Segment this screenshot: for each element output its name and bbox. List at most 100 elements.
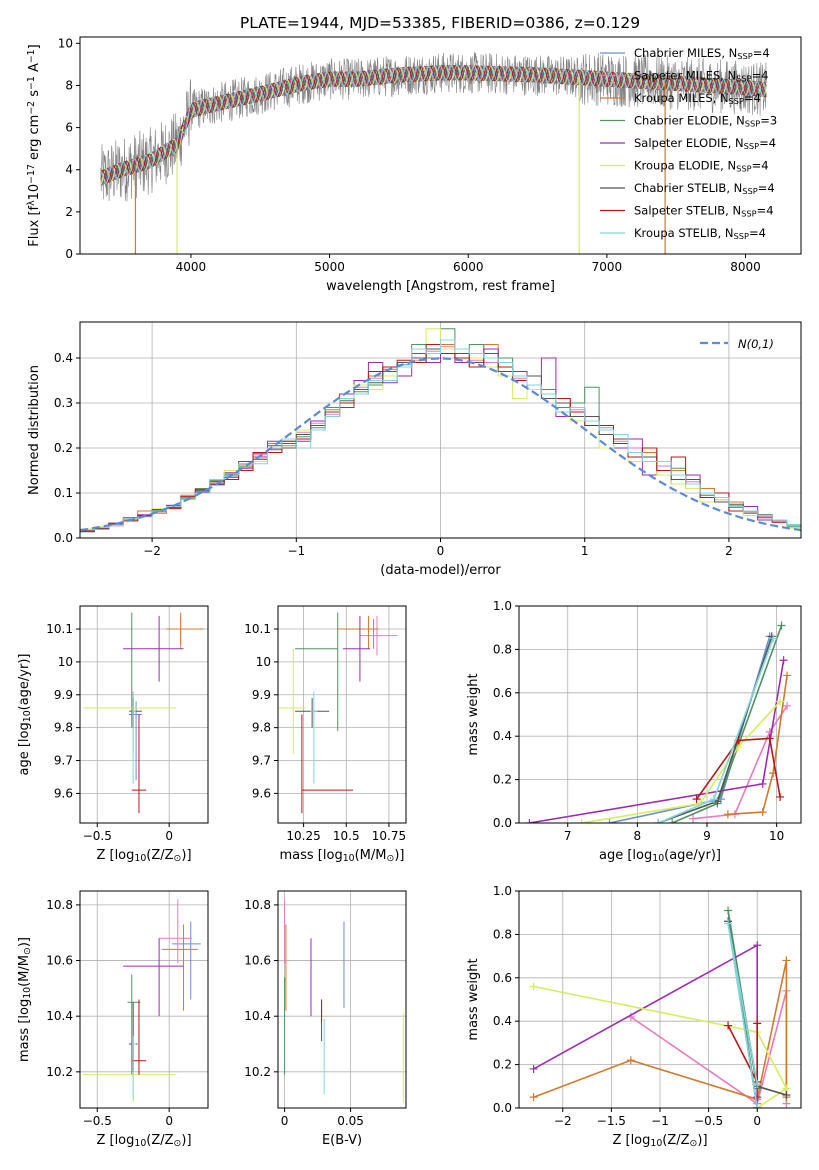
y-tick-label: 0.8 <box>493 927 512 941</box>
x-tick-label: −2 <box>143 544 161 558</box>
y-tick-label: 0.2 <box>54 441 73 455</box>
plot-area <box>525 621 792 823</box>
y-axis-label: age [log10(age/yr)] <box>17 654 33 776</box>
y-tick-label: 8 <box>65 78 73 92</box>
weight-marker-KS <box>709 795 718 804</box>
weight-marker-SM <box>689 814 698 823</box>
weight-line-KM <box>727 675 788 816</box>
legend-label-CM: Chabrier MILES, NSSP=4 <box>634 46 770 61</box>
x-tick-label: 0 <box>165 829 173 843</box>
y-axis-label: Flux [fλ10−17 erg cm−2 s−1 A−1] <box>26 44 42 246</box>
weight-marker-KS <box>753 1080 762 1089</box>
weight-marker-KM <box>758 808 767 817</box>
plot-area <box>82 612 204 814</box>
errorbar-CM <box>128 701 142 781</box>
y-tick-label: 0.0 <box>54 531 73 545</box>
plot-area <box>82 899 201 1103</box>
errorbar-KS <box>131 691 137 784</box>
x-tick-label: 1 <box>581 544 589 558</box>
weight-marker-SE <box>525 819 534 823</box>
y-tick-label: 10 <box>58 655 73 669</box>
y-tick-label: 10 <box>256 655 271 669</box>
errorbar-SS <box>301 714 354 814</box>
axes-frame <box>79 605 209 824</box>
x-axis-label: mass [log10(M/M⊙)] <box>280 848 405 864</box>
legend-label-SS: Salpeter STELIB, NSSP=4 <box>634 204 774 219</box>
y-tick-label: 10.4 <box>46 1009 73 1023</box>
x-axis-label: Z [log10(Z/Z⊙)] <box>96 848 191 864</box>
y-tick-label: 1.0 <box>493 599 512 613</box>
weight-marker-SE <box>753 941 762 950</box>
errorbar-SM <box>169 615 204 649</box>
grid <box>80 606 208 823</box>
x-tick-label: 5000 <box>314 260 345 274</box>
x-axis-label: age [log10(age/yr)] <box>599 848 721 864</box>
spectrum-legend: Chabrier MILES, NSSP=4 Salpeter MILES, NS… <box>600 46 777 241</box>
y-tick-label: 10.8 <box>46 898 73 912</box>
weight-marker-KS <box>769 634 778 643</box>
x-tick-label: 0 <box>437 544 445 558</box>
weight-line-SS <box>727 1023 758 1083</box>
weight-marker-SS <box>765 734 774 743</box>
residual-legend: N(0,1) <box>700 337 774 351</box>
grid <box>80 891 208 1108</box>
legend-label-KS: Kroupa STELIB, NSSP=4 <box>634 226 766 241</box>
weight-line-KS <box>727 923 758 1108</box>
y-tick-label: 10 <box>58 36 73 50</box>
weight-marker-SE <box>753 1093 762 1102</box>
errorbar-KM <box>166 612 204 646</box>
y-tick-label: 9.7 <box>54 754 73 768</box>
weight-marker-KS <box>753 1104 762 1108</box>
weight-line-SM <box>693 705 788 820</box>
y-tick-label: 9.8 <box>252 721 271 735</box>
weight-marker-KM <box>723 810 732 819</box>
figure-title: PLATE=1944, MJD=53385, FIBERID=0386, z=0… <box>240 14 640 32</box>
axes-frame <box>277 605 407 824</box>
legend-label-KM: Kroupa MILES, NSSP=4 <box>634 91 761 106</box>
y-tick-label: 6 <box>65 121 73 135</box>
axes-frame <box>79 36 802 255</box>
grid <box>278 891 406 1108</box>
y-tick-label: 0.6 <box>493 686 512 700</box>
plot-area <box>100 52 767 254</box>
x-tick-label: −1.5 <box>597 1114 626 1128</box>
x-tick-label: 10.75 <box>372 829 406 843</box>
weight-marker-KE <box>529 982 538 991</box>
y-tick-label: 10.4 <box>244 1009 271 1023</box>
x-tick-label: −0.5 <box>83 829 112 843</box>
model-spectrum-KS <box>100 64 767 184</box>
weight-marker-SM <box>783 701 792 710</box>
x-tick-label: 4000 <box>176 260 207 274</box>
weight-marker-KS <box>654 819 663 823</box>
x-tick-label: −1 <box>651 1114 669 1128</box>
errorbar-KS <box>131 1035 137 1100</box>
y-tick-label: 0.3 <box>54 396 73 410</box>
x-tick-label: 9 <box>703 829 711 843</box>
panel-age_vs_mass: 10.25 10.5 10.75 9.6 9.7 9.8 9.9 10 10.1 mass [lo… <box>244 605 407 864</box>
model-spectrum-SS <box>100 64 767 184</box>
axes-frame <box>79 890 209 1109</box>
y-tick-label: 10.1 <box>244 622 271 636</box>
y-tick-label: 0.0 <box>493 1101 512 1115</box>
legend-label-KE: Kroupa ELODIE, NSSP=4 <box>634 159 769 174</box>
weight-line-SS <box>695 737 781 800</box>
weight-line-KE <box>581 700 781 823</box>
y-tick-label: 4 <box>65 163 73 177</box>
y-tick-label: 10.8 <box>244 898 271 912</box>
errorbar-CM <box>363 619 377 649</box>
weight-marker-KS <box>724 919 733 928</box>
panel-mass_vs_EBV: 0 0.05 10.2 10.4 10.6 10.8 E(B-V) <box>244 890 407 1148</box>
weight-marker-KM <box>783 671 792 680</box>
axes-frame <box>518 605 802 824</box>
errorbar-KE <box>278 648 306 754</box>
y-tick-label: 0.1 <box>54 486 73 500</box>
panel-age_vs_Z: −0.5 0 9.6 9.7 9.8 9.9 10 10.1 Z [log10(Z/Z⊙)] ag… <box>17 605 209 864</box>
y-axis-label: mass weight <box>466 958 481 1040</box>
y-tick-label: 0.2 <box>493 1058 512 1072</box>
y-tick-label: 9.9 <box>252 688 271 702</box>
errorbar-SM <box>359 615 398 656</box>
panel-residuals: −2 −1 0 1 2 0.0 0.1 0.2 0.3 0.4 (data-model)/error… <box>27 321 802 578</box>
y-axis-label: Normed distribution <box>27 365 42 495</box>
weight-marker-SE <box>779 656 788 665</box>
